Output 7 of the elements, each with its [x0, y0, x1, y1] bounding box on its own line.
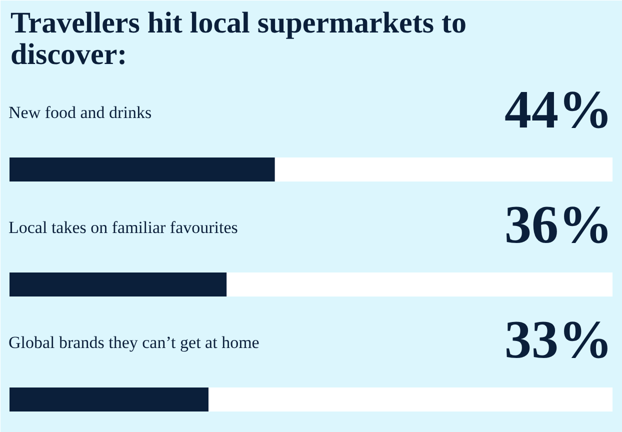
y-tick-label: Global brands they can’t get at home: [8, 333, 260, 352]
data-label: 36%: [504, 194, 612, 254]
data-label: 33%: [504, 310, 612, 370]
data-label: 44%: [504, 80, 612, 140]
chart-title: Travellers hit local supermarkets to discover:: [10, 6, 467, 71]
y-tick-label: New food and drinks: [8, 103, 152, 122]
y-tick-label: Local takes on familiar favourites: [8, 218, 238, 237]
